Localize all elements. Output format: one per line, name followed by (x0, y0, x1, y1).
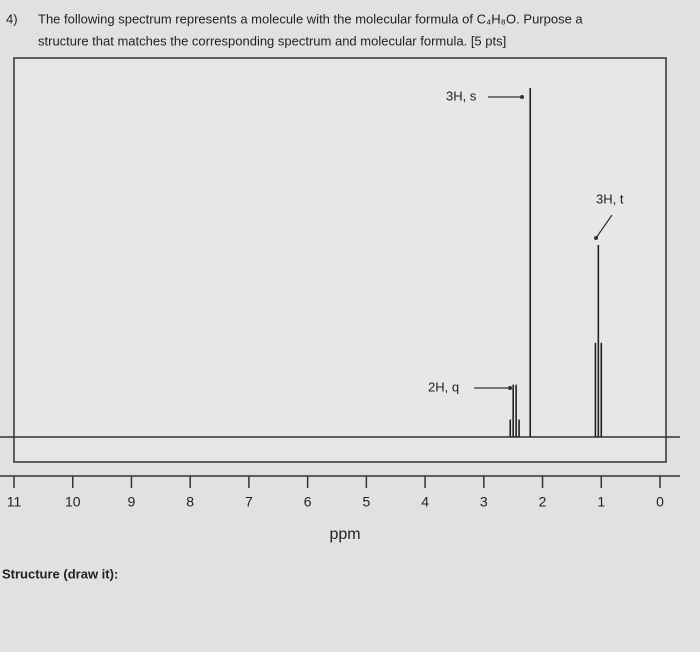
x-tick-label: 9 (128, 494, 136, 510)
arrow-head (520, 95, 524, 99)
spectrum: 11 10 9 8 7 6 5 4 3 2 1 03H, s3H, t2H, q (7, 88, 664, 510)
x-tick-label: 5 (362, 494, 370, 510)
arrow-head (594, 236, 598, 240)
x-tick-label: 1 (597, 494, 605, 510)
question-line: structure that matches the corresponding… (38, 33, 506, 48)
x-tick-label: 7 (245, 494, 253, 510)
annotation: 2H, q (428, 379, 459, 394)
x-tick-label: 4 (421, 494, 429, 510)
x-tick-label: 2 (539, 494, 547, 510)
annotation-arrow (595, 214, 613, 239)
x-tick-label: 6 (304, 494, 312, 510)
spectrum-frame (13, 57, 667, 463)
x-tick-label: 10 (65, 494, 81, 510)
structure-prompt: Structure (draw it): (2, 566, 118, 581)
x-tick-label: 3 (480, 494, 488, 510)
question-line: The following spectrum represents a mole… (38, 11, 583, 26)
x-tick-label: 8 (186, 494, 194, 510)
x-axis-label: ppm (329, 526, 360, 543)
x-tick-label: 0 (656, 494, 664, 510)
x-tick-label: 11 (7, 494, 22, 510)
annotation: 3H, t (596, 191, 624, 206)
annotation: 3H, s (446, 88, 477, 103)
question-number: 4) (6, 11, 18, 26)
arrow-head (508, 386, 512, 390)
